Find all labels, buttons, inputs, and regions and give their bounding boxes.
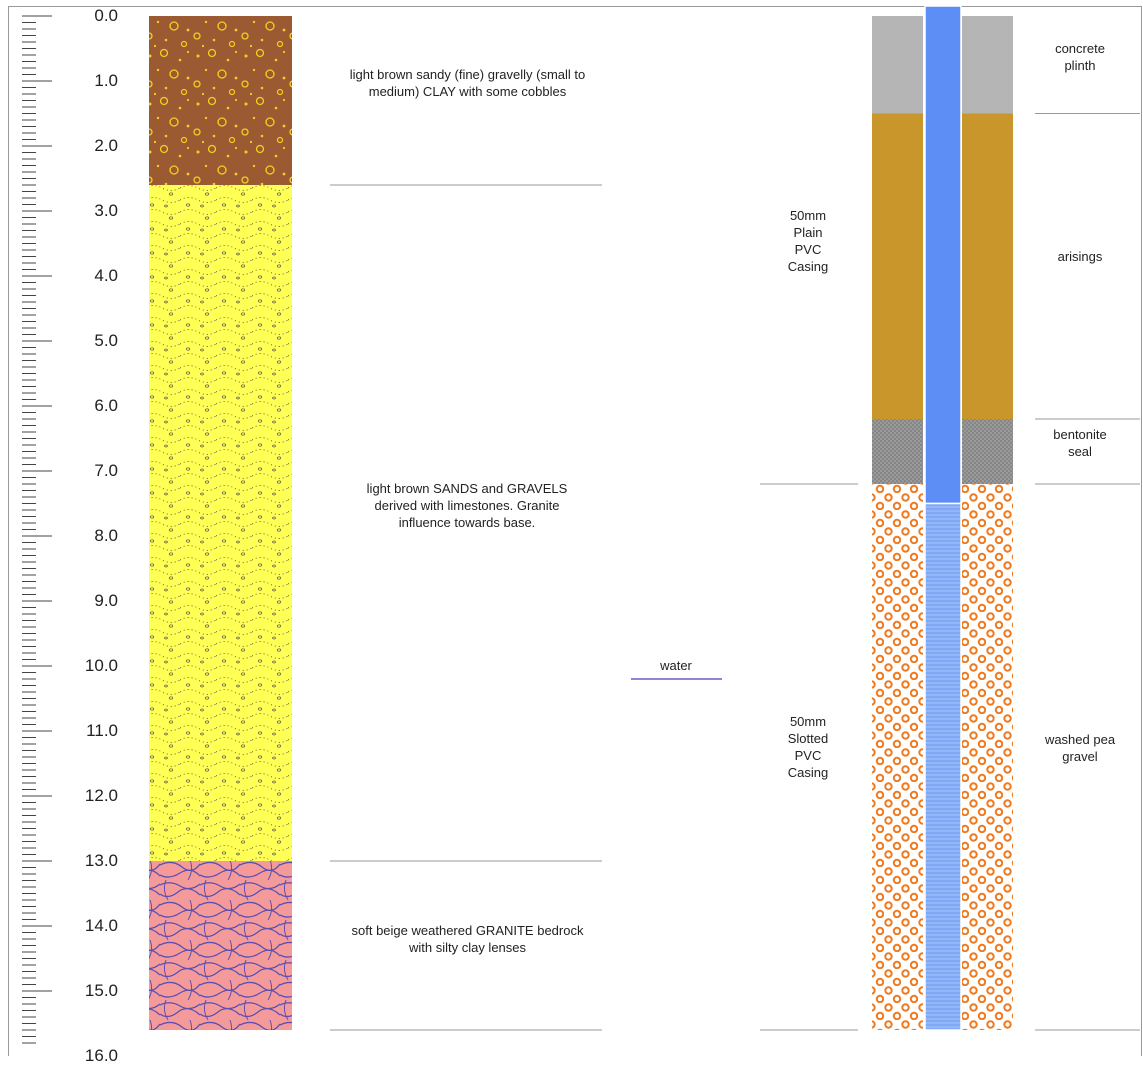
depth-tick-label: 10.0 (84, 656, 118, 675)
annulus-fill-right-arisings (962, 113, 1013, 419)
annulus-fill-left-gravel (872, 484, 923, 1030)
depth-tick-label: 1.0 (94, 71, 118, 90)
depth-tick-label: 3.0 (94, 201, 118, 220)
casing-label-plain: 50mm Plain PVC Casing (787, 208, 829, 274)
depth-tick-label: 14.0 (84, 916, 118, 935)
pipe-plain-section (924, 5, 962, 505)
annulus-label-bentonite: bentonite seal (1053, 427, 1107, 459)
pipe-slotted-section (924, 502, 962, 1031)
depth-tick-label: 2.0 (94, 136, 118, 155)
stratum-clay-gravel (149, 16, 292, 185)
annulus-label-arisings: arisings (1057, 249, 1103, 264)
annulus-fill-left-arisings (872, 113, 923, 419)
annulus-label-gravel: washed pea gravel (1044, 732, 1116, 764)
annulus-fill-right-gravel (962, 484, 1013, 1030)
well-construction (760, 5, 1140, 1031)
stratum-granite (149, 861, 292, 1030)
annulus-fill-left-concrete (872, 16, 923, 114)
stratum-sand-gravel (149, 185, 292, 861)
depth-tick-label: 7.0 (94, 461, 118, 480)
depth-tick-label: 5.0 (94, 331, 118, 350)
depth-tick-label: 15.0 (84, 981, 118, 1000)
depth-tick-label: 4.0 (94, 266, 118, 285)
stratum-description-granite: soft beige weathered GRANITE bedrock wit… (351, 923, 584, 955)
casing-label-slotted: 50mm Slotted PVC Casing (787, 714, 829, 780)
water-label: water (660, 658, 692, 673)
depth-tick-label: 11.0 (86, 721, 118, 740)
depth-tick-label: 9.0 (94, 591, 118, 610)
annulus-fill-right-concrete (962, 16, 1013, 114)
depth-tick-label: 13.0 (84, 851, 118, 870)
annulus-fill-right-bentonite (962, 419, 1013, 484)
depth-tick-label: 6.0 (94, 396, 118, 415)
annulus-label-concrete: concrete plinth (1055, 41, 1105, 73)
annulus-fill-left-bentonite (872, 419, 923, 484)
log-frame (8, 6, 1142, 1056)
stratum-description-clay: light brown sandy (fine) gravelly (small… (349, 67, 586, 99)
stratum-description-sand-gravel: light brown SANDS and GRAVELS derived wi… (366, 481, 568, 530)
depth-tick-label: 0.0 (94, 6, 118, 25)
depth-tick-label: 8.0 (94, 526, 118, 545)
depth-tick-label: 12.0 (84, 786, 118, 805)
